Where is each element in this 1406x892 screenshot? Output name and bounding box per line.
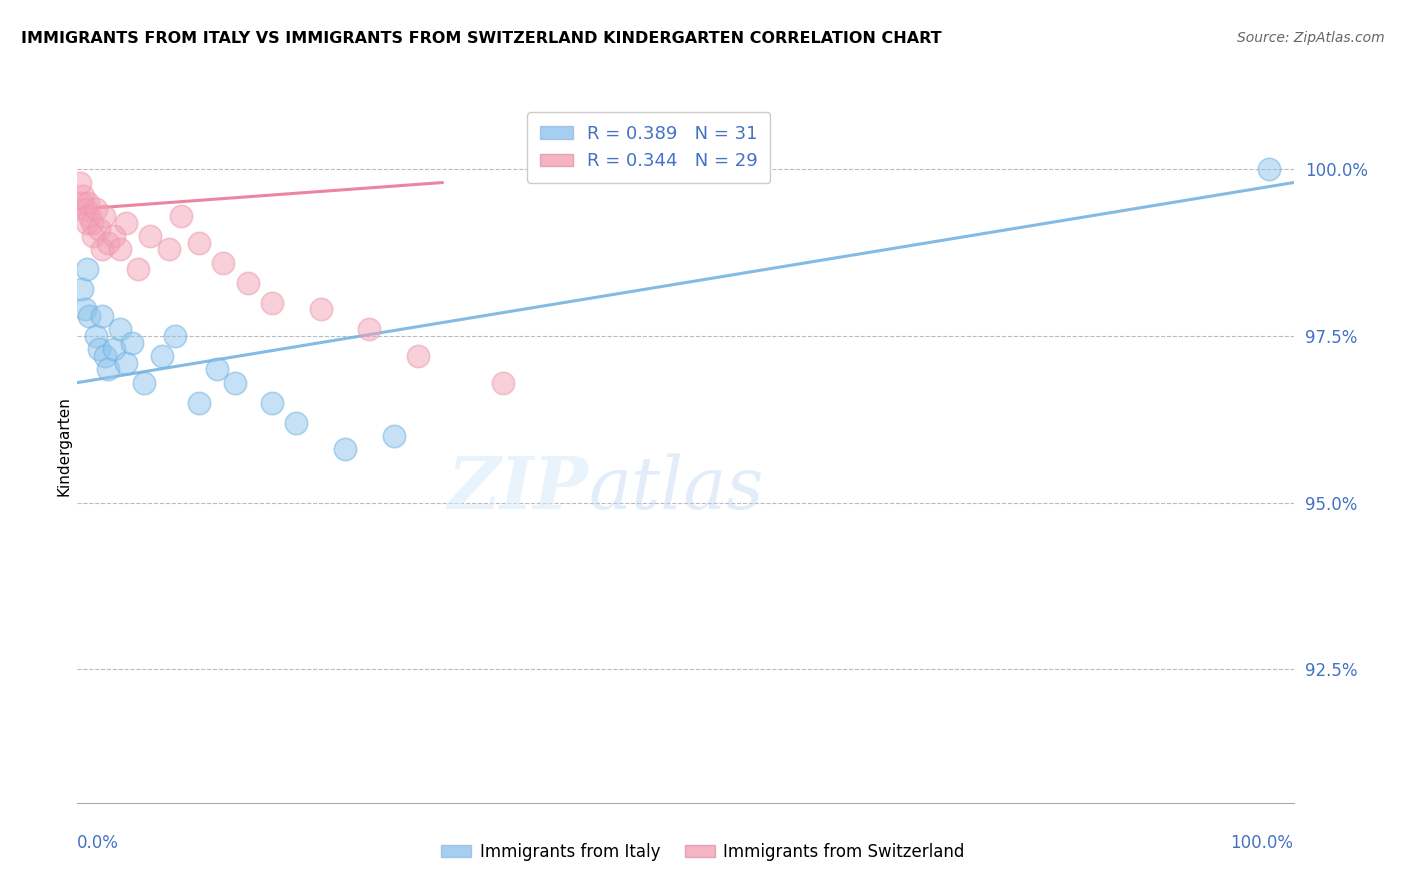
Text: IMMIGRANTS FROM ITALY VS IMMIGRANTS FROM SWITZERLAND KINDERGARTEN CORRELATION CH: IMMIGRANTS FROM ITALY VS IMMIGRANTS FROM… <box>21 31 942 46</box>
Point <box>260 395 283 409</box>
Point <box>108 322 131 336</box>
Legend: Immigrants from Italy, Immigrants from Switzerland: Immigrants from Italy, Immigrants from S… <box>434 837 972 868</box>
Point <box>1258 162 1281 177</box>
Point <box>134 376 156 390</box>
Point <box>224 376 246 390</box>
Point <box>80 216 103 230</box>
Point <box>90 309 112 323</box>
Point <box>84 329 107 343</box>
Point <box>90 242 112 256</box>
Point <box>69 176 91 190</box>
Point <box>212 255 235 269</box>
Point <box>139 228 162 243</box>
Text: 100.0%: 100.0% <box>1230 834 1294 852</box>
Point <box>309 302 332 317</box>
Point <box>157 242 180 256</box>
Point <box>70 282 93 296</box>
Point <box>492 376 515 390</box>
Y-axis label: Kindergarten: Kindergarten <box>56 396 72 496</box>
Point <box>205 362 228 376</box>
Point <box>97 235 120 250</box>
Point <box>75 202 97 217</box>
Point <box>382 429 405 443</box>
Point <box>93 209 115 223</box>
Legend: R = 0.389   N = 31, R = 0.344   N = 29: R = 0.389 N = 31, R = 0.344 N = 29 <box>527 112 770 183</box>
Point <box>163 329 186 343</box>
Text: atlas: atlas <box>588 453 763 524</box>
Text: ZIP: ZIP <box>447 453 588 524</box>
Point <box>127 262 149 277</box>
Point <box>70 195 93 210</box>
Point <box>285 416 308 430</box>
Point <box>359 322 381 336</box>
Point <box>97 362 120 376</box>
Point <box>89 222 111 236</box>
Point <box>89 343 111 357</box>
Point <box>236 276 259 290</box>
Point <box>72 189 94 203</box>
Point <box>103 343 125 357</box>
Point <box>73 302 96 317</box>
Point <box>79 209 101 223</box>
Point <box>79 309 101 323</box>
Point <box>115 356 138 370</box>
Point <box>260 295 283 310</box>
Point <box>76 216 98 230</box>
Point <box>188 235 211 250</box>
Point <box>103 228 125 243</box>
Point <box>121 335 143 350</box>
Point <box>333 442 356 457</box>
Point <box>84 202 107 217</box>
Point <box>152 349 174 363</box>
Point <box>188 395 211 409</box>
Point <box>77 195 100 210</box>
Point <box>94 349 117 363</box>
Text: 0.0%: 0.0% <box>77 834 120 852</box>
Point <box>170 209 193 223</box>
Text: Source: ZipAtlas.com: Source: ZipAtlas.com <box>1237 31 1385 45</box>
Point <box>82 228 104 243</box>
Point <box>406 349 429 363</box>
Point <box>108 242 131 256</box>
Point <box>115 216 138 230</box>
Point <box>76 262 98 277</box>
